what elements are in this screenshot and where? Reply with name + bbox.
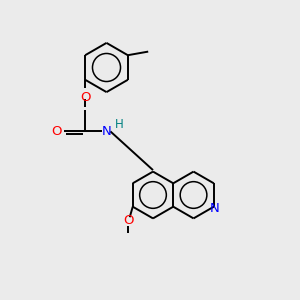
- Text: H: H: [115, 118, 124, 131]
- Text: O: O: [80, 91, 90, 103]
- Text: N: N: [210, 202, 220, 215]
- Text: N: N: [102, 125, 112, 138]
- Text: O: O: [51, 125, 61, 138]
- Text: O: O: [123, 214, 134, 227]
